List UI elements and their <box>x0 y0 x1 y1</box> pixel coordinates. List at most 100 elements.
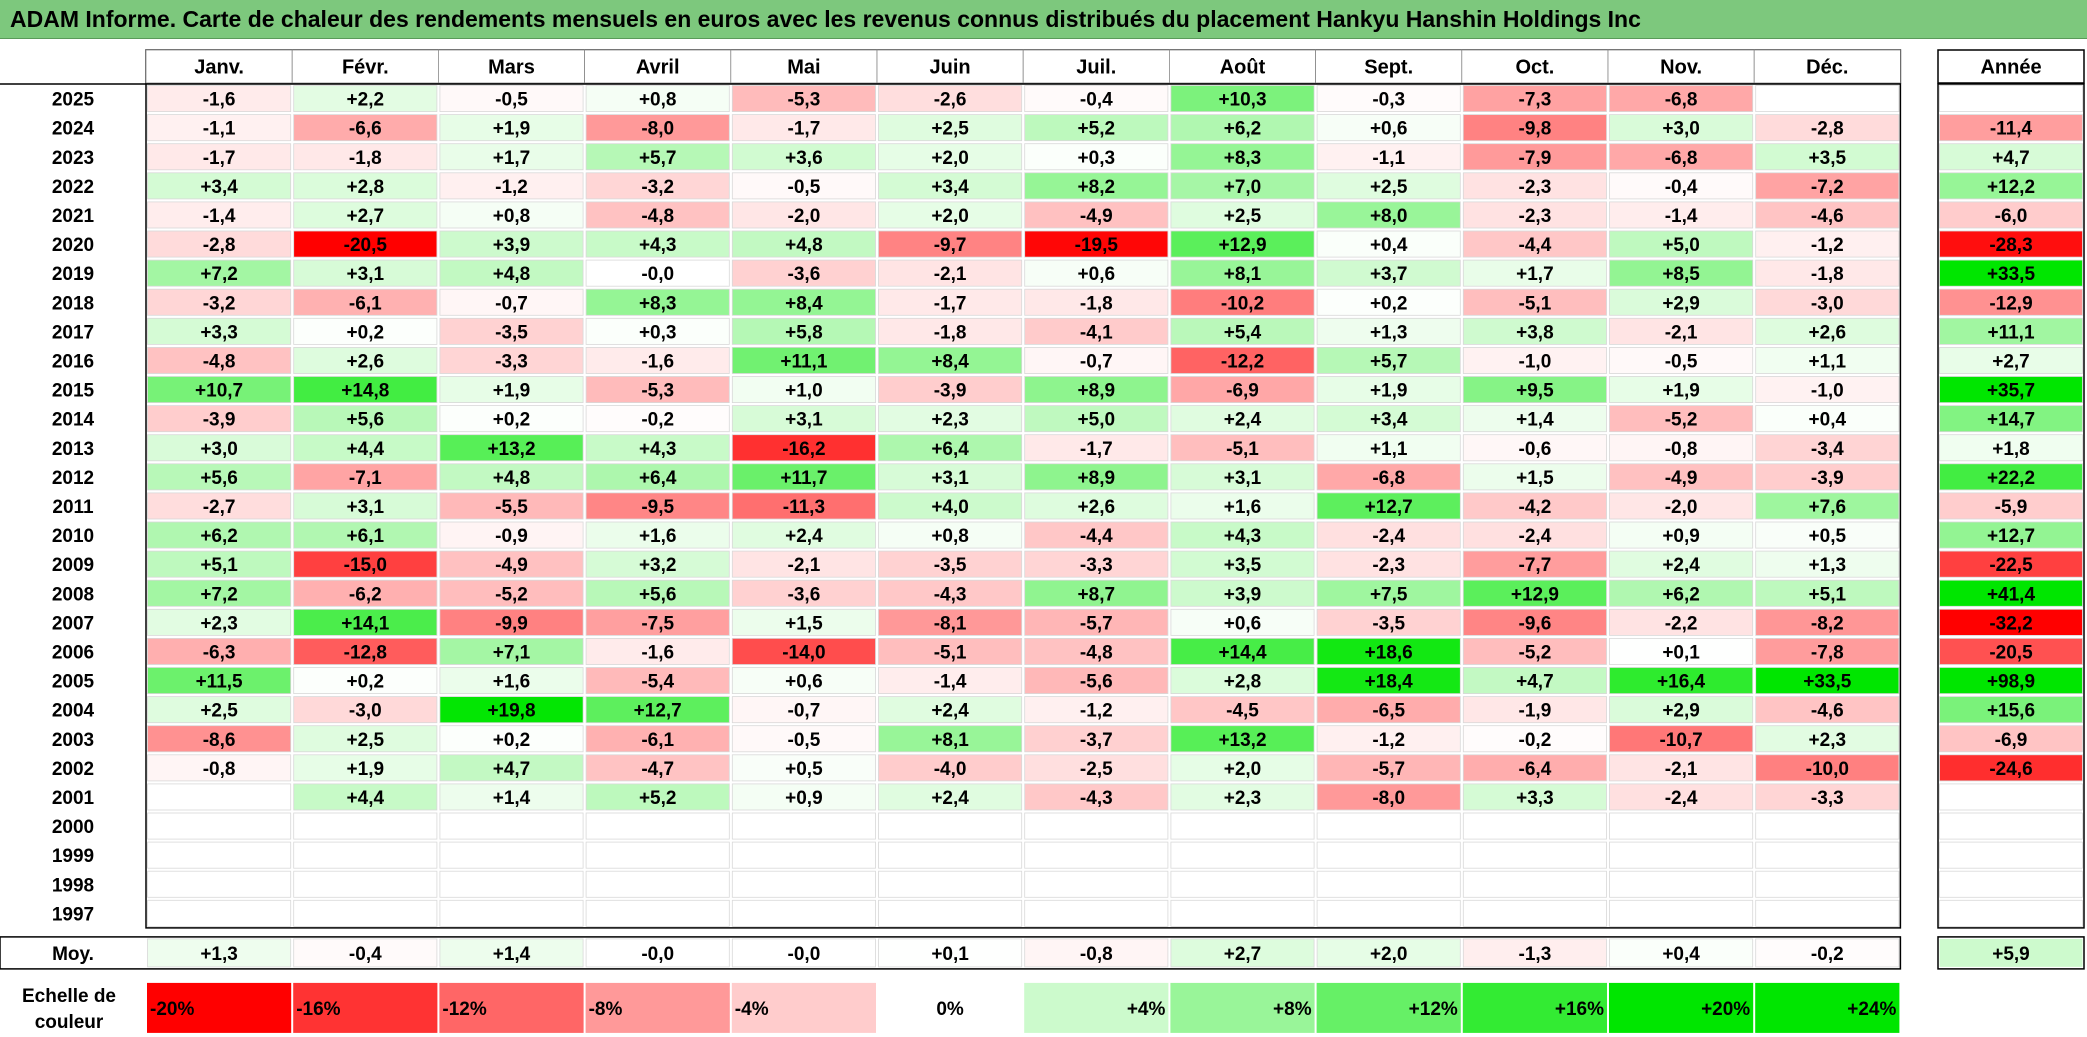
cell-value: +4,4 <box>347 439 385 460</box>
heatmap-cell <box>731 288 876 316</box>
cell-value: +1,3 <box>1370 322 1408 343</box>
annual-cell <box>1939 667 2083 695</box>
cell-value: +6,2 <box>1224 119 1262 140</box>
heatmap-cell <box>1024 812 1169 840</box>
year-label: 2023 <box>52 148 94 169</box>
heatmap-cell <box>731 841 876 869</box>
month-header-cell <box>1169 49 1317 84</box>
cell-value: -0,2 <box>1519 730 1552 751</box>
cell-value: -6,1 <box>641 730 674 751</box>
cell-value: -3,9 <box>203 410 236 431</box>
heatmap-cell <box>1609 783 1754 811</box>
heatmap-cell <box>1170 114 1315 142</box>
annual-value: -5,9 <box>1995 497 2028 518</box>
heatmap-cell <box>878 434 1023 462</box>
cell-value: +3,4 <box>1370 410 1408 431</box>
cell-value: -6,8 <box>1665 148 1698 169</box>
heatmap-cell <box>147 696 292 724</box>
average-cell <box>1316 938 1461 968</box>
cell-value: -5,3 <box>641 381 674 402</box>
cell-value: -1,8 <box>934 322 967 343</box>
heatmap-cell <box>147 346 292 374</box>
heatmap-cell <box>1170 259 1315 287</box>
annual-value: +12,2 <box>1987 177 2035 198</box>
cell-value: -4,6 <box>1811 701 1844 722</box>
cell-value: +8,9 <box>1078 381 1116 402</box>
cell-value: +0,5 <box>1809 526 1847 547</box>
heatmap-cell <box>293 550 438 578</box>
year-label: 2024 <box>52 119 95 140</box>
heatmap-cell <box>1609 463 1754 491</box>
heatmap-cell <box>1170 317 1315 345</box>
cell-value: +4,8 <box>493 468 531 489</box>
heatmap-cell <box>147 638 292 665</box>
heatmap-cell <box>878 346 1023 374</box>
annual-cell <box>1939 696 2083 724</box>
heatmap-cell <box>585 725 730 753</box>
heatmap-cell <box>731 521 876 549</box>
annual-cell <box>1939 638 2083 665</box>
heatmap-cell <box>293 725 438 753</box>
cell-value: +1,9 <box>1662 381 1700 402</box>
cell-value: -11,3 <box>783 497 825 518</box>
heatmap-cell <box>439 259 584 287</box>
cell-value: -5,3 <box>788 90 821 111</box>
cell-value: -1,6 <box>203 90 236 111</box>
heatmap-cell <box>147 114 292 142</box>
heatmap-cell <box>1755 783 1900 811</box>
cell-value: +5,1 <box>200 555 238 576</box>
heatmap-cell <box>1316 667 1461 695</box>
cell-value: -9,7 <box>934 235 967 256</box>
month-label: Juin <box>930 57 971 79</box>
heatmap-cell <box>878 201 1023 229</box>
heatmap-cell <box>1316 638 1461 665</box>
heatmap-cell <box>439 143 584 171</box>
heatmap-cell <box>1462 230 1607 258</box>
heatmap-cell <box>731 812 876 840</box>
average-label: Moy. <box>52 944 94 965</box>
heatmap-cell <box>147 492 292 520</box>
average-value: +1,4 <box>493 944 531 965</box>
month-label: Mars <box>488 57 535 79</box>
heatmap-cell <box>1170 783 1315 811</box>
annual-value: -20,5 <box>1989 642 2033 663</box>
scale-swatch <box>878 982 1023 1033</box>
heatmap-cell <box>585 143 730 171</box>
heatmap-cell <box>147 899 292 927</box>
year-label: 2019 <box>52 264 94 285</box>
annual-cell <box>1939 899 2083 927</box>
heatmap-cell <box>293 783 438 811</box>
scale-label-value: -16% <box>296 999 340 1020</box>
cell-value: -19,5 <box>1075 235 1119 256</box>
average-cell <box>439 938 584 968</box>
cell-value: +3,1 <box>347 264 385 285</box>
scale-label-value: -20% <box>150 999 194 1020</box>
heatmap-cell <box>1024 638 1169 665</box>
average-row-border <box>0 936 1902 970</box>
annual-value: -32,2 <box>1989 613 2032 634</box>
cell-value: -2,1 <box>1665 322 1698 343</box>
scale-swatch <box>1755 982 1900 1033</box>
month-label: Avril <box>636 57 680 79</box>
heatmap-cell <box>147 143 292 171</box>
heatmap-cell <box>147 725 292 753</box>
heatmap-cell <box>1316 463 1461 491</box>
cell-value: -1,6 <box>641 642 674 663</box>
heatmap-cell <box>1316 346 1461 374</box>
heatmap-cell <box>1755 841 1900 869</box>
year-label: 2013 <box>52 439 94 460</box>
heatmap-cell <box>585 870 730 898</box>
cell-value: -3,0 <box>1811 293 1844 314</box>
heatmap-cell <box>1755 259 1900 287</box>
cell-value: -2,1 <box>1665 759 1698 780</box>
heatmap-cell <box>731 783 876 811</box>
cell-value: -4,9 <box>495 555 528 576</box>
heatmap-cell <box>1462 405 1607 433</box>
scale-swatch <box>1316 982 1461 1033</box>
year-label: 2011 <box>52 497 94 518</box>
year-label: 2001 <box>52 788 95 809</box>
heatmap-cell <box>1024 754 1169 782</box>
cell-value: -4,8 <box>641 206 674 227</box>
annual-cell <box>1939 754 2083 782</box>
annual-cell <box>1939 85 2083 113</box>
